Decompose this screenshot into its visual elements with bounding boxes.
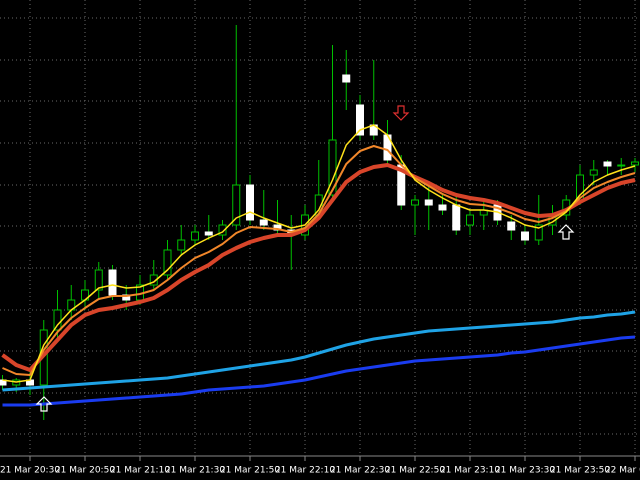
x-tick-label: 21 Mar 22:50 xyxy=(385,466,445,476)
candle-body xyxy=(149,274,158,286)
candle-body xyxy=(177,239,186,251)
x-tick-label: 21 Mar 22:10 xyxy=(275,466,335,476)
buy-arrow xyxy=(557,224,575,240)
moving-average-line xyxy=(2,145,636,376)
x-tick-label: 21 Mar 23:30 xyxy=(495,466,555,476)
moving-average-line xyxy=(1,163,636,372)
candle-body xyxy=(411,199,419,206)
candle-body xyxy=(438,204,447,211)
buy-arrow xyxy=(35,396,53,412)
candle-body xyxy=(589,169,598,176)
horizontal-grid xyxy=(0,17,640,435)
candle-body xyxy=(328,139,337,196)
candle-body xyxy=(631,161,639,166)
candle-body xyxy=(163,249,172,276)
moving-average-line xyxy=(2,335,636,407)
candle-body xyxy=(452,204,461,231)
candle-body xyxy=(259,219,268,226)
candle-body xyxy=(356,104,364,136)
signals xyxy=(35,105,575,412)
candle-body xyxy=(53,309,62,331)
x-tick-label: 21 Mar 20:30 xyxy=(0,466,60,476)
candle-body xyxy=(94,269,103,291)
candle-body xyxy=(507,221,516,231)
moving-average-line xyxy=(2,124,636,383)
x-tick-label: 21 Mar 23:50 xyxy=(550,466,610,476)
candle-body xyxy=(218,224,227,236)
x-tick-label: 22 Mar 00:10 xyxy=(605,466,640,476)
time-axis-strip xyxy=(0,456,640,480)
candle-body xyxy=(534,224,543,241)
plot xyxy=(0,0,639,456)
candle-body xyxy=(521,231,529,241)
candle-body xyxy=(466,214,474,226)
x-tick-label: 21 Mar 21:30 xyxy=(165,466,225,476)
candle-body xyxy=(617,164,626,167)
candle-body xyxy=(204,231,213,236)
moving-average-line xyxy=(2,310,636,392)
x-tick-label: 21 Mar 22:30 xyxy=(330,466,390,476)
candle-body xyxy=(424,199,433,206)
x-tick-label: 21 Mar 21:10 xyxy=(110,466,170,476)
x-tick-label: 21 Mar 23:10 xyxy=(440,466,500,476)
candle-body xyxy=(232,184,241,226)
candle-body xyxy=(191,231,199,241)
candle-body xyxy=(603,161,612,167)
sell-arrow xyxy=(392,105,410,121)
candle-body xyxy=(108,269,117,296)
x-tick-label: 21 Mar 20:50 xyxy=(55,466,115,476)
x-tick-label: 21 Mar 21:50 xyxy=(220,466,280,476)
candle-body xyxy=(342,74,351,83)
candle-body xyxy=(246,184,254,221)
